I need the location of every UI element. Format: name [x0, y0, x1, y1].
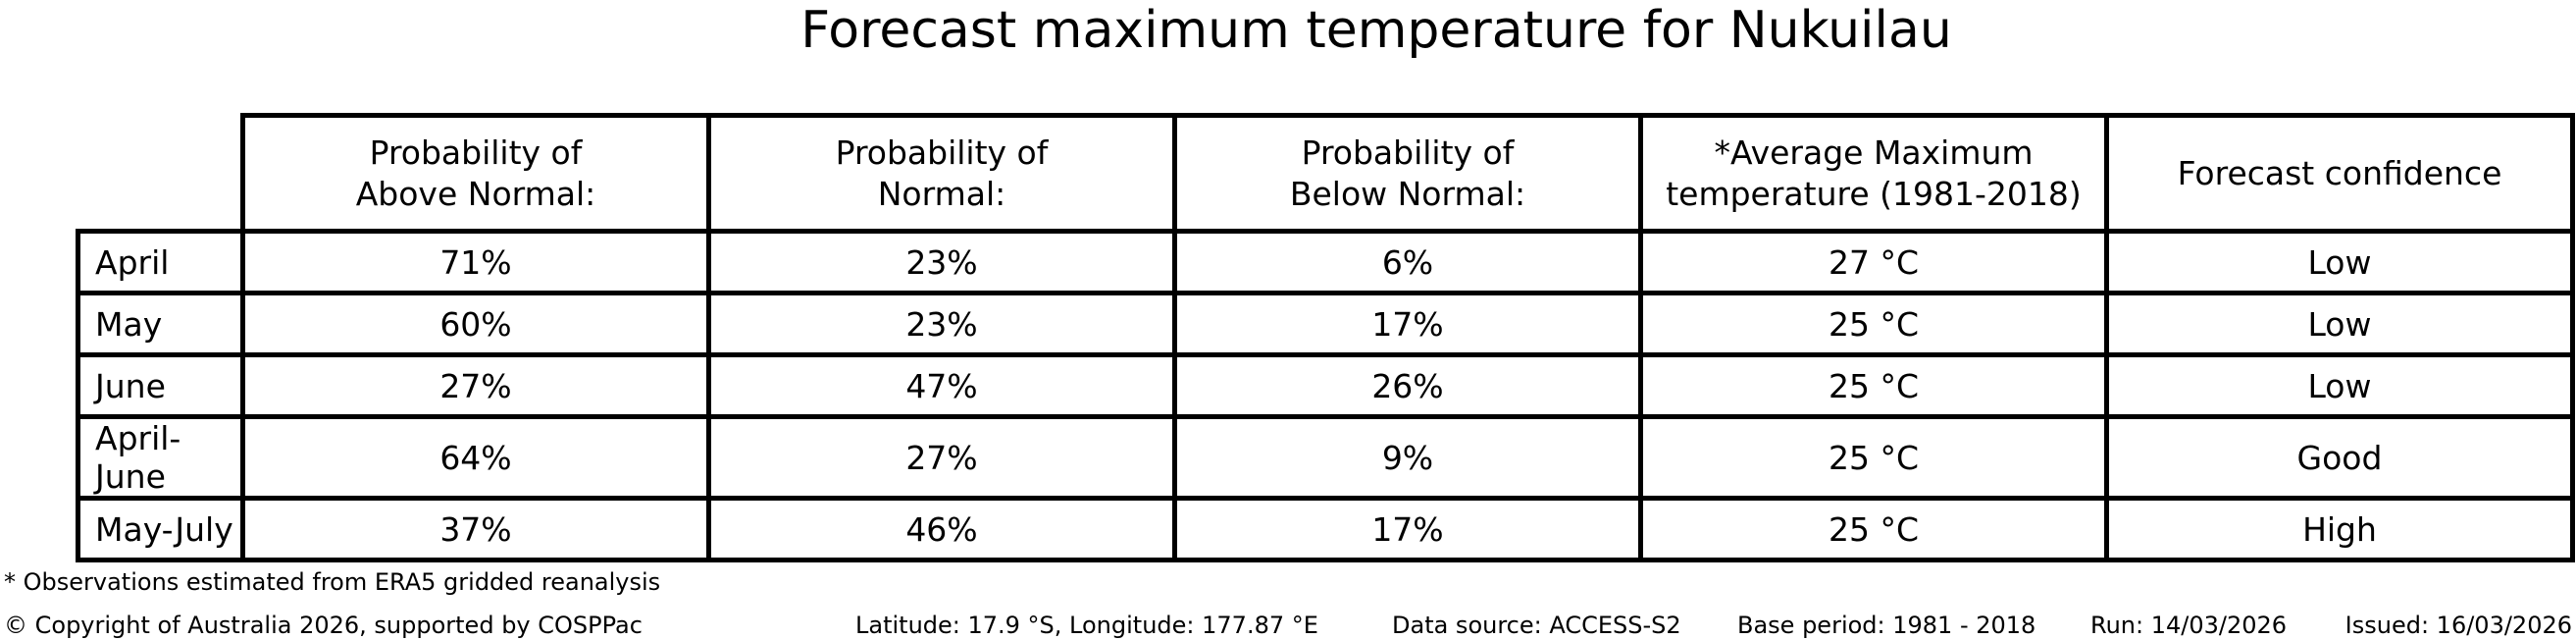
cell-avg-max-temp: 27 °C: [1638, 229, 2109, 295]
cell-above-normal: 71%: [240, 229, 711, 295]
cell-confidence: Low: [2104, 229, 2575, 295]
cell-normal: 23%: [706, 291, 1177, 357]
col-header-above-normal: Probability of Above Normal:: [240, 113, 711, 234]
row-label: April: [76, 229, 245, 295]
table-row-june: June 27% 47% 26% 25 °C Low: [76, 352, 2575, 419]
col-header-average-max-temp: *Average Maximum temperature (1981-2018): [1638, 113, 2109, 234]
table-row-april: April 71% 23% 6% 27 °C Low: [76, 229, 2575, 295]
table-row-may-july: May-July 37% 46% 17% 25 °C High: [76, 496, 2575, 562]
forecast-table: Probability of Above Normal: Probability…: [76, 113, 2575, 562]
cell-below-normal: 26%: [1172, 352, 1643, 419]
issued-date-text: Issued: 16/03/2026: [2344, 612, 2572, 639]
row-label: April-June: [76, 414, 245, 501]
cell-below-normal: 17%: [1172, 291, 1643, 357]
cell-above-normal: 64%: [240, 414, 711, 501]
cell-above-normal: 37%: [240, 496, 711, 562]
cell-avg-max-temp: 25 °C: [1638, 496, 2109, 562]
table-row-april-june: April-June 64% 27% 9% 25 °C Good: [76, 414, 2575, 501]
col-header-below-normal: Probability of Below Normal:: [1172, 113, 1643, 234]
cell-confidence: High: [2104, 496, 2575, 562]
col-header-normal: Probability of Normal:: [706, 113, 1177, 234]
header-row: Probability of Above Normal: Probability…: [78, 113, 2575, 234]
cell-below-normal: 9%: [1172, 414, 1643, 501]
cell-above-normal: 60%: [240, 291, 711, 357]
row-label: May: [76, 291, 245, 357]
cell-below-normal: 6%: [1172, 229, 1643, 295]
row-label: May-July: [76, 496, 245, 562]
cell-avg-max-temp: 25 °C: [1638, 414, 2109, 501]
cell-confidence: Low: [2104, 352, 2575, 419]
cell-above-normal: 27%: [240, 352, 711, 419]
cell-below-normal: 17%: [1172, 496, 1643, 562]
observations-footnote: * Observations estimated from ERA5 gridd…: [4, 568, 661, 596]
corner-cell: [78, 116, 243, 232]
table-row-may: May 60% 23% 17% 25 °C Low: [76, 291, 2575, 357]
page-title: Forecast maximum temperature for Nukuila…: [800, 1, 1952, 60]
col-header-forecast-confidence: Forecast confidence: [2104, 113, 2575, 234]
run-date-text: Run: 14/03/2026: [2090, 612, 2288, 639]
location-text: Latitude: 17.9 °S, Longitude: 177.87 °E: [855, 612, 1318, 639]
cell-normal: 27%: [706, 414, 1177, 501]
base-period-text: Base period: 1981 - 2018: [1737, 612, 2036, 639]
cell-normal: 23%: [706, 229, 1177, 295]
cell-avg-max-temp: 25 °C: [1638, 352, 2109, 419]
cell-normal: 46%: [706, 496, 1177, 562]
cell-avg-max-temp: 25 °C: [1638, 291, 2109, 357]
copyright-text: © Copyright of Australia 2026, supported…: [4, 612, 643, 639]
cell-confidence: Good: [2104, 414, 2575, 501]
cell-normal: 47%: [706, 352, 1177, 419]
cell-confidence: Low: [2104, 291, 2575, 357]
row-label: June: [76, 352, 245, 419]
data-source-text: Data source: ACCESS-S2: [1392, 612, 1681, 639]
